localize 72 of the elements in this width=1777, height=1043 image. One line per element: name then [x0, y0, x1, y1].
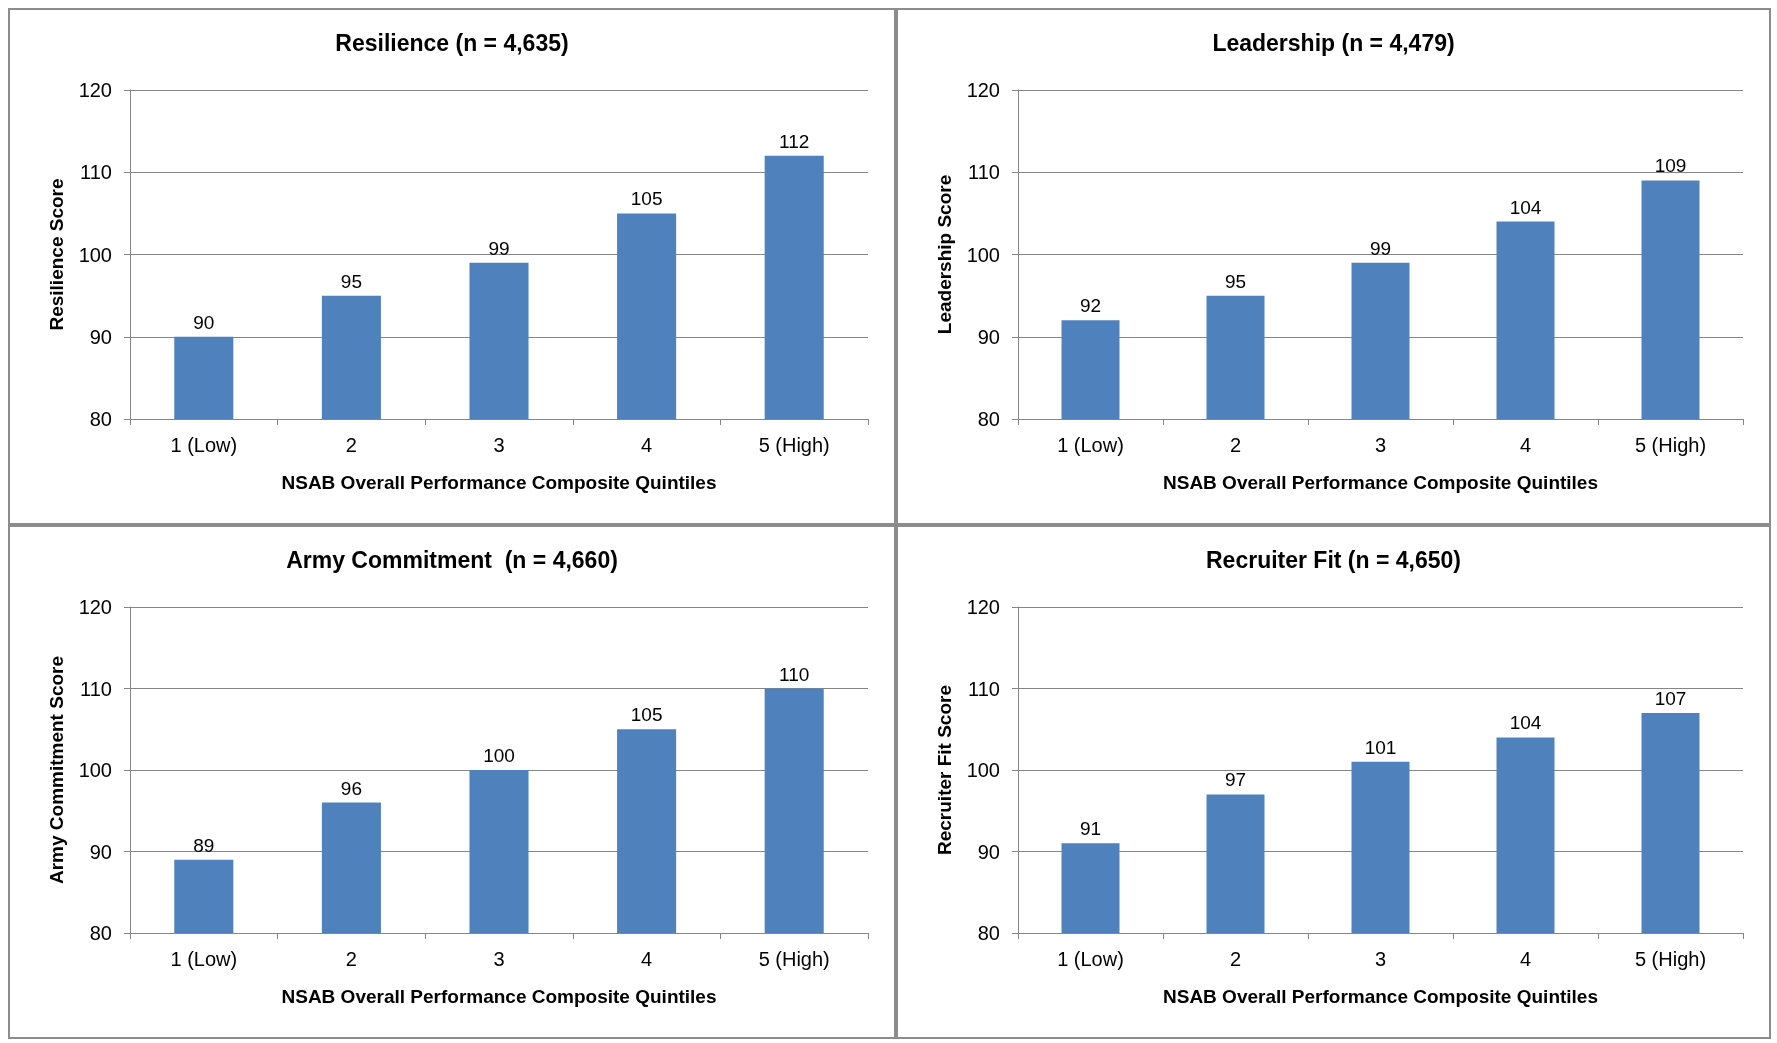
chart-title: Leadership (n = 4,479)	[1212, 29, 1455, 56]
x-tick-label: 2	[1229, 434, 1242, 456]
x-tick-label: 2	[345, 948, 357, 970]
y-tick-label: 100	[78, 759, 112, 781]
y-axis-title: Recruiter Fit Score	[934, 685, 955, 855]
y-tick-label: 110	[80, 677, 112, 700]
y-tick-label: 90	[89, 840, 112, 863]
data-label: 109	[1654, 155, 1687, 177]
x-tick-label: 4	[641, 948, 653, 970]
data-label: 90	[193, 311, 215, 333]
y-tick-label: 80	[977, 922, 1000, 944]
x-tick-label: 1 (Low)	[1057, 948, 1124, 970]
data-label: 99	[488, 237, 510, 259]
x-tick-label: 5 (High)	[1634, 948, 1707, 970]
x-axis-title: NSAB Overall Performance Composite Quintiles	[281, 472, 717, 493]
y-tick-label: 80	[89, 922, 112, 944]
y-axis-title: Leadership Score	[934, 174, 955, 335]
y-tick-label: 120	[78, 79, 112, 101]
x-tick-label: 3	[1374, 434, 1387, 456]
y-tick-label: 90	[977, 840, 1000, 863]
data-label: 104	[1509, 712, 1542, 734]
data-label: 97	[1224, 769, 1247, 791]
y-tick-label: 120	[966, 596, 1000, 618]
y-tick-label: 110	[968, 161, 1000, 184]
x-tick-label: 1 (Low)	[1057, 434, 1124, 456]
data-label: 105	[630, 188, 663, 210]
x-tick-label: 4	[1519, 434, 1532, 456]
y-tick-label: 90	[89, 325, 112, 348]
x-tick-label: 1 (Low)	[170, 948, 238, 970]
y-tick-label: 90	[977, 325, 1000, 348]
y-tick-label: 100	[78, 243, 112, 266]
data-label: 92	[1079, 295, 1102, 317]
x-tick-label: 2	[345, 434, 357, 456]
x-tick-label: 5 (High)	[1634, 434, 1707, 456]
x-axis-title: NSAB Overall Performance Composite Quintiles	[1162, 472, 1599, 493]
x-tick-label: 2	[1229, 948, 1242, 970]
y-tick-label: 80	[89, 408, 112, 430]
x-tick-label: 3	[493, 434, 505, 456]
data-label: 105	[630, 704, 663, 726]
x-tick-label: 4	[1519, 948, 1532, 970]
chart-title: Resilience (n = 4,635)	[335, 29, 569, 56]
data-label: 89	[193, 834, 215, 856]
y-tick-label: 80	[977, 408, 1000, 430]
y-axis-title: Resilience Score	[46, 178, 67, 331]
x-tick-label: 5 (High)	[758, 948, 830, 970]
data-label: 100	[483, 745, 515, 766]
x-axis-title: NSAB Overall Performance Composite Quintiles	[1162, 986, 1599, 1007]
y-tick-label: 110	[968, 677, 1000, 700]
x-tick-label: 3	[1374, 948, 1387, 970]
x-tick-label: 4	[641, 434, 653, 456]
data-label: 91	[1079, 818, 1102, 840]
y-axis-title: Army Commitment Score	[46, 655, 67, 885]
data-label: 95	[340, 270, 362, 292]
data-label: 112	[779, 130, 810, 152]
x-axis-title: NSAB Overall Performance Composite Quintiles	[281, 986, 717, 1007]
y-tick-label: 120	[78, 596, 112, 618]
data-label: 95	[1224, 270, 1247, 292]
chart-title: Army Commitment (n = 4,660)	[286, 546, 618, 573]
data-label: 107	[1654, 687, 1687, 709]
data-label: 104	[1509, 196, 1542, 218]
y-tick-label: 110	[80, 161, 112, 184]
x-tick-label: 1 (Low)	[170, 434, 238, 456]
data-label: 96	[340, 777, 362, 799]
y-tick-label: 100	[966, 243, 1000, 266]
chart-title: Recruiter Fit (n = 4,650)	[1206, 546, 1461, 573]
data-label: 110	[779, 663, 810, 685]
x-tick-label: 5 (High)	[758, 434, 830, 456]
data-label: 99	[1369, 237, 1392, 259]
x-tick-label: 3	[493, 948, 505, 970]
data-label: 101	[1364, 736, 1397, 758]
y-tick-label: 100	[966, 759, 1000, 781]
y-tick-label: 120	[966, 79, 1000, 101]
